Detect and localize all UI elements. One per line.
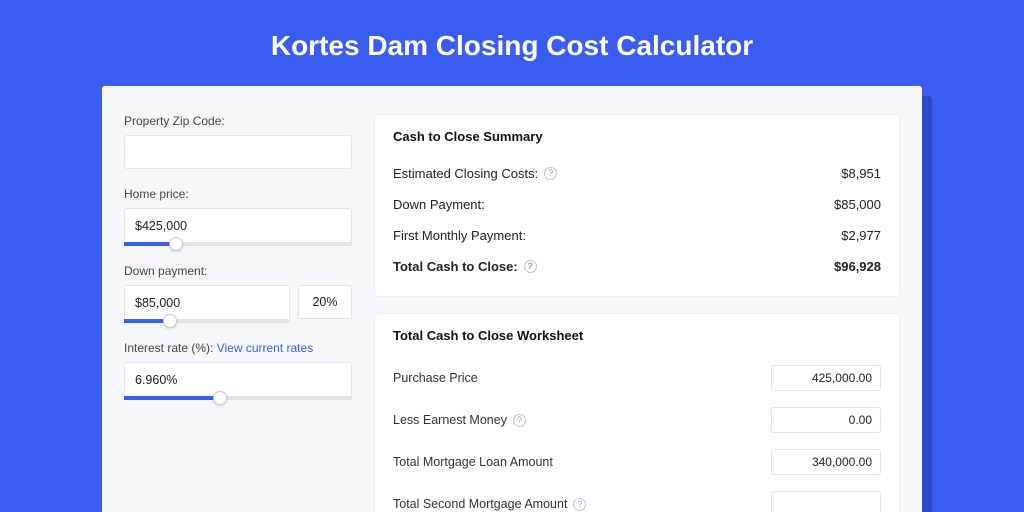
worksheet-row-label-text: Purchase Price	[393, 371, 478, 385]
summary-row-label-text: First Monthly Payment:	[393, 228, 526, 243]
summary-row-label: Estimated Closing Costs:?	[393, 166, 557, 181]
worksheet-row-input[interactable]	[771, 407, 881, 433]
rate-label: Interest rate (%): View current rates	[124, 341, 352, 355]
results-panel: Cash to Close Summary Estimated Closing …	[374, 114, 900, 512]
worksheet-row-label: Less Earnest Money?	[393, 413, 526, 427]
worksheet-row: Less Earnest Money?	[393, 399, 881, 441]
summary-row-label-text: Total Cash to Close:	[393, 259, 518, 274]
page-title: Kortes Dam Closing Cost Calculator	[0, 0, 1024, 86]
form-panel: Property Zip Code: Home price: Down paym…	[124, 114, 352, 512]
down-payment-input[interactable]	[124, 285, 290, 319]
worksheet-panel: Total Cash to Close Worksheet Purchase P…	[374, 313, 900, 512]
summary-row-label: Down Payment:	[393, 197, 485, 212]
summary-row-label: Total Cash to Close:?	[393, 259, 537, 274]
worksheet-row-label: Total Mortgage Loan Amount	[393, 455, 553, 469]
summary-row: First Monthly Payment: $2,977	[393, 220, 881, 251]
zip-input[interactable]	[124, 135, 352, 169]
worksheet-row-input[interactable]	[771, 491, 881, 512]
worksheet-row: Purchase Price	[393, 357, 881, 399]
down-payment-field: Down payment:	[124, 264, 352, 323]
help-icon[interactable]: ?	[524, 260, 537, 273]
help-icon[interactable]: ?	[573, 498, 586, 511]
help-icon[interactable]: ?	[544, 167, 557, 180]
home-price-slider[interactable]	[124, 242, 352, 246]
worksheet-row-input[interactable]	[771, 449, 881, 475]
home-price-slider-thumb[interactable]	[169, 237, 183, 251]
home-price-label: Home price:	[124, 187, 352, 201]
down-payment-pct-input[interactable]	[298, 285, 352, 319]
summary-row: Total Cash to Close:? $96,928	[393, 251, 881, 282]
worksheet-row-label: Purchase Price	[393, 371, 478, 385]
down-payment-slider-thumb[interactable]	[163, 314, 177, 328]
down-payment-slider[interactable]	[124, 319, 290, 323]
calculator-card-wrap: Property Zip Code: Home price: Down paym…	[102, 86, 922, 512]
zip-field: Property Zip Code:	[124, 114, 352, 169]
worksheet-row: Total Mortgage Loan Amount	[393, 441, 881, 483]
summary-row-label: First Monthly Payment:	[393, 228, 526, 243]
worksheet-row-label: Total Second Mortgage Amount?	[393, 497, 586, 511]
worksheet-row: Total Second Mortgage Amount?	[393, 483, 881, 512]
rate-slider[interactable]	[124, 396, 352, 400]
summary-row-value: $96,928	[834, 259, 881, 274]
help-icon[interactable]: ?	[513, 414, 526, 427]
summary-row-value: $85,000	[834, 197, 881, 212]
summary-row-label-text: Estimated Closing Costs:	[393, 166, 538, 181]
rate-field: Interest rate (%): View current rates	[124, 341, 352, 400]
summary-row-label-text: Down Payment:	[393, 197, 485, 212]
worksheet-row-input[interactable]	[771, 365, 881, 391]
down-payment-slider-field	[124, 285, 290, 323]
rate-slider-thumb[interactable]	[213, 391, 227, 405]
summary-row: Estimated Closing Costs:? $8,951	[393, 158, 881, 189]
summary-row-value: $8,951	[841, 166, 881, 181]
rate-slider-fill	[124, 396, 220, 400]
summary-heading: Cash to Close Summary	[393, 129, 881, 144]
rate-slider-field	[124, 362, 352, 400]
home-price-slider-field	[124, 208, 352, 246]
home-price-field: Home price:	[124, 187, 352, 246]
summary-row: Down Payment: $85,000	[393, 189, 881, 220]
down-payment-label: Down payment:	[124, 264, 352, 278]
rate-label-text: Interest rate (%):	[124, 341, 217, 355]
rate-input[interactable]	[124, 362, 352, 396]
calculator-card: Property Zip Code: Home price: Down paym…	[102, 86, 922, 512]
summary-panel: Cash to Close Summary Estimated Closing …	[374, 114, 900, 297]
summary-row-value: $2,977	[841, 228, 881, 243]
worksheet-heading: Total Cash to Close Worksheet	[393, 328, 881, 343]
home-price-input[interactable]	[124, 208, 352, 242]
view-rates-link[interactable]: View current rates	[217, 341, 314, 355]
worksheet-row-label-text: Less Earnest Money	[393, 413, 507, 427]
worksheet-row-label-text: Total Mortgage Loan Amount	[393, 455, 553, 469]
worksheet-row-label-text: Total Second Mortgage Amount	[393, 497, 567, 511]
zip-label: Property Zip Code:	[124, 114, 352, 128]
